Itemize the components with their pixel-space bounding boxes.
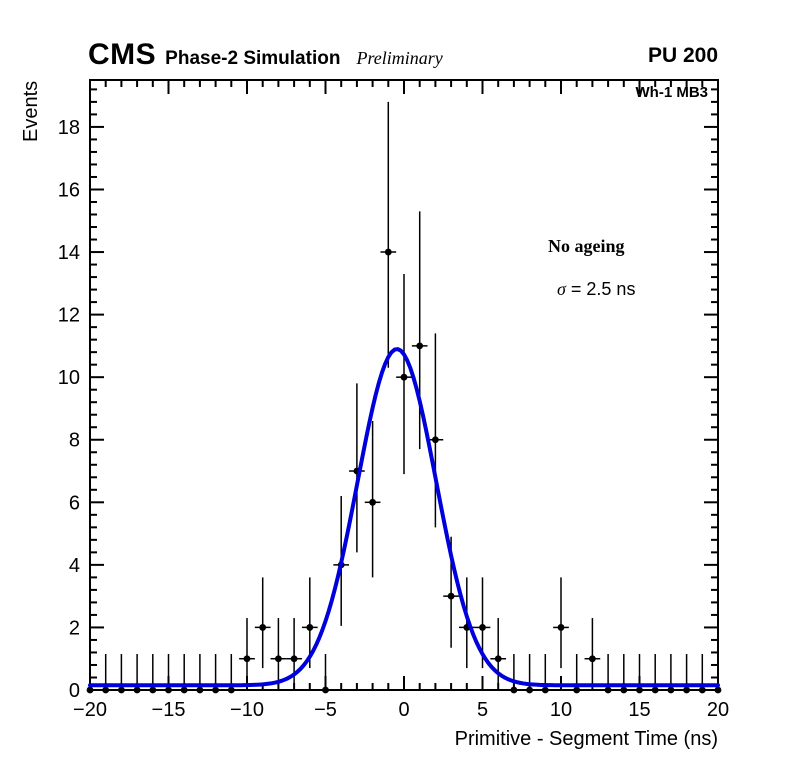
annotation-sigma: σ = 2.5 ns — [557, 279, 635, 300]
data-point — [165, 686, 172, 694]
sigma-symbol: σ — [557, 279, 566, 299]
chamber-label: Wh-1 MB3 — [635, 84, 709, 101]
data-point — [541, 686, 549, 694]
simulation-label: Phase-2 Simulation — [165, 48, 341, 69]
x-tick-label: 20 — [707, 699, 729, 721]
data-point — [212, 686, 220, 694]
data-point — [636, 686, 643, 694]
data-point — [384, 248, 392, 256]
data-point — [714, 686, 722, 694]
data-point — [432, 436, 439, 444]
data-point — [133, 686, 141, 694]
x-tick-label: −10 — [230, 699, 264, 721]
y-tick-label: 2 — [69, 617, 80, 639]
sigma-value: = 2.5 ns — [565, 279, 636, 299]
x-tick-label: 10 — [550, 699, 572, 721]
data-point — [526, 686, 533, 694]
plot-header: CMS Phase-2 Simulation Preliminary — [88, 38, 443, 72]
y-tick-label: 14 — [58, 242, 80, 264]
data-point — [259, 624, 267, 631]
data-point — [447, 592, 455, 600]
data-point — [400, 373, 408, 381]
y-tick-label: 12 — [58, 305, 80, 327]
data-point — [620, 686, 628, 694]
y-tick-label: 0 — [69, 680, 80, 702]
data-point — [651, 686, 659, 694]
gaussian-fit-curve — [88, 347, 720, 688]
data-point — [86, 686, 94, 694]
data-point — [510, 686, 518, 694]
data-point — [369, 498, 376, 506]
data-point — [322, 686, 329, 694]
data-point — [196, 686, 204, 694]
x-tick-label: −20 — [73, 699, 107, 721]
data-point — [589, 655, 596, 663]
data-point — [698, 686, 706, 694]
x-tick-label: 15 — [628, 699, 650, 721]
data-point — [227, 686, 235, 694]
y-tick-label: 4 — [69, 555, 80, 577]
data-point — [604, 686, 612, 694]
data-point — [180, 686, 188, 694]
data-point — [557, 624, 565, 631]
data-point — [118, 686, 125, 694]
data-point — [275, 655, 282, 663]
data-point — [102, 686, 110, 694]
x-axis-title: Primitive - Segment Time (ns) — [454, 728, 718, 750]
y-tick-label: 18 — [58, 117, 80, 139]
x-tick-label: 0 — [398, 699, 409, 721]
data-point — [306, 624, 314, 631]
x-tick-label: −5 — [314, 699, 337, 721]
data-point — [494, 655, 502, 663]
y-tick-label: 16 — [58, 179, 80, 201]
data-point — [416, 342, 424, 350]
data-point — [683, 686, 690, 694]
x-tick-label: −15 — [152, 699, 186, 721]
experiment-label: CMS — [88, 38, 157, 71]
data-point — [667, 686, 675, 694]
y-tick-label: 8 — [69, 430, 80, 452]
data-point — [573, 686, 581, 694]
x-tick-label: 5 — [477, 699, 488, 721]
y-tick-label: 6 — [69, 492, 80, 514]
y-tick-label: 10 — [58, 367, 80, 389]
data-point — [149, 686, 157, 694]
preliminary-label: Preliminary — [356, 48, 443, 68]
y-axis-title: Events — [20, 80, 42, 142]
annotation-ageing: No ageing — [548, 236, 625, 256]
data-point — [479, 624, 486, 631]
data-point — [243, 655, 251, 663]
pileup-label: PU 200 — [647, 44, 718, 67]
data-point — [290, 655, 298, 663]
